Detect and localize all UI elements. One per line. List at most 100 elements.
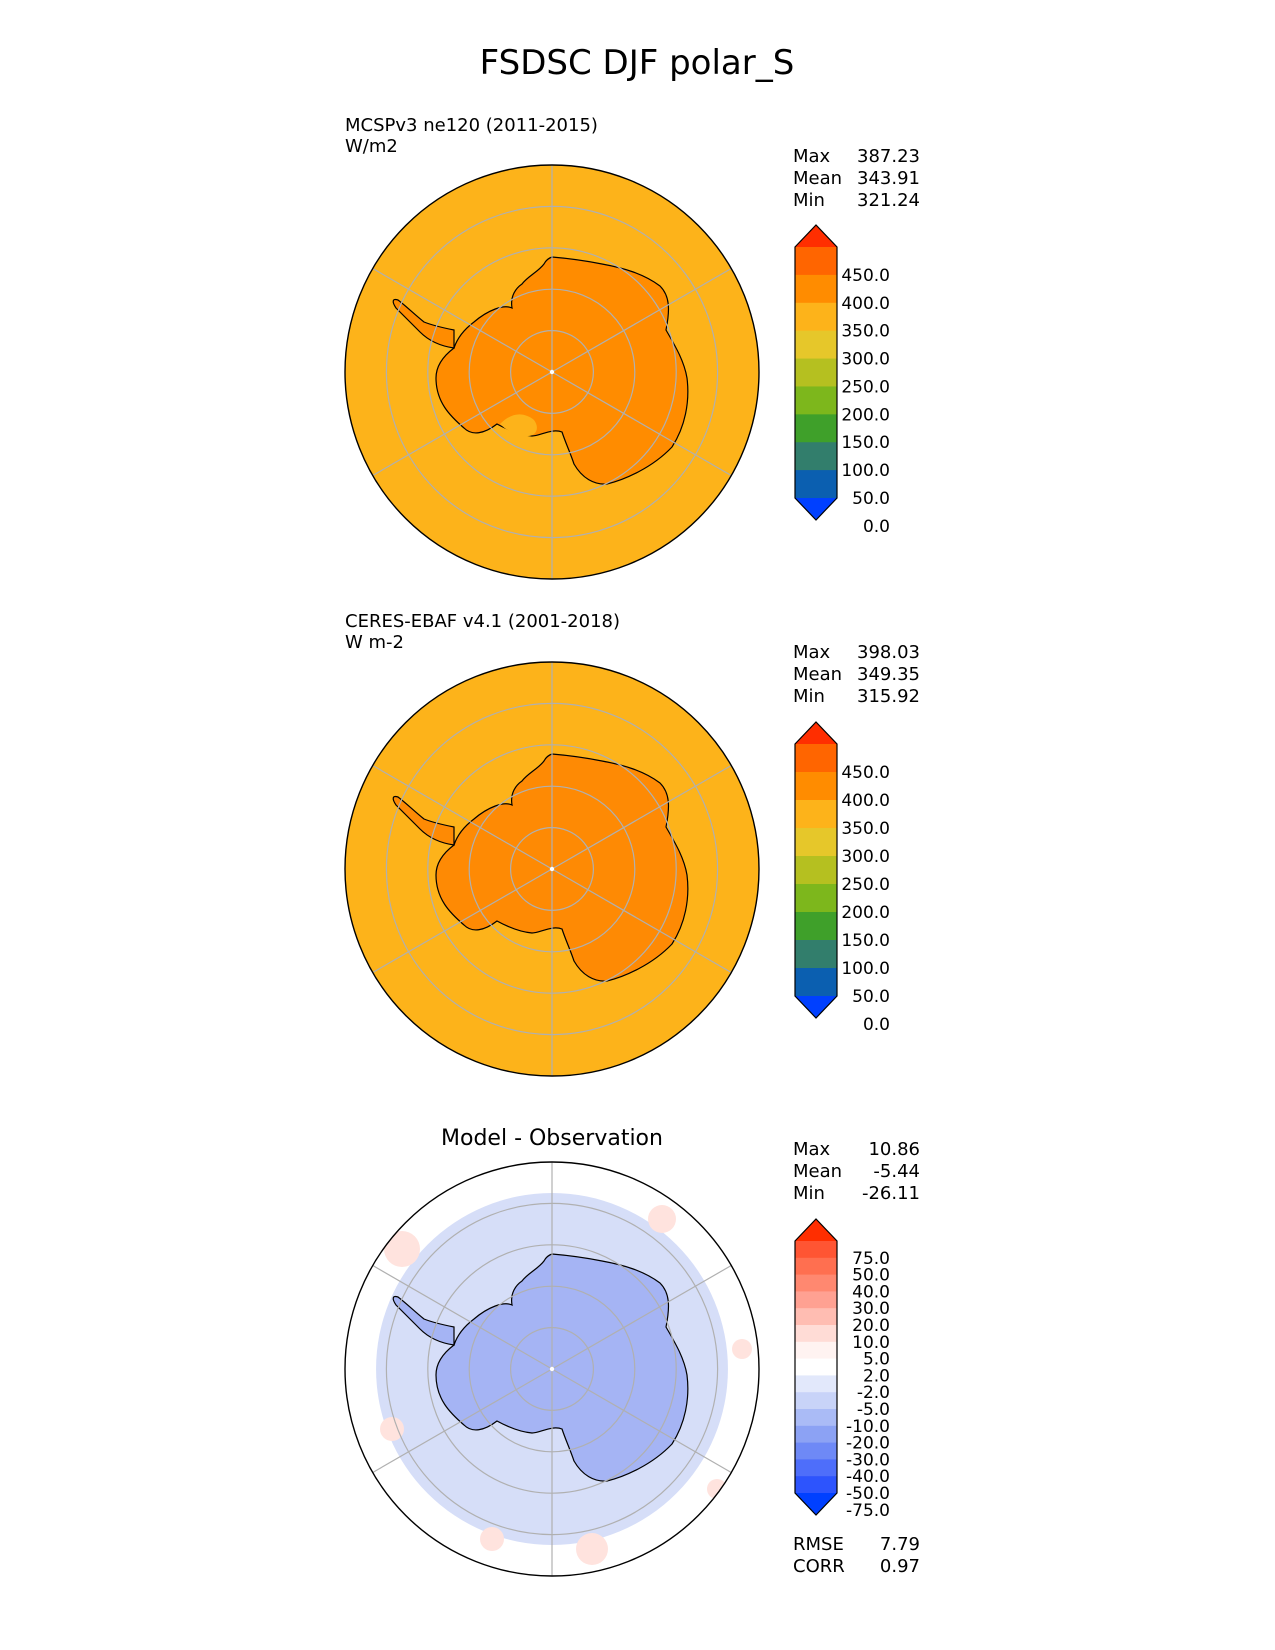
stat-max-label: Max [793, 1139, 831, 1160]
map-field [345, 1162, 759, 1576]
colorbar-segment [795, 358, 837, 387]
positive-anomaly-patch [384, 1231, 420, 1267]
colorbar-segment [795, 302, 837, 332]
stats-box: Max 387.23 Mean 343.91 Min 321.24 [793, 146, 920, 211]
colorbar-segment [795, 442, 837, 471]
stat-mean-label: Mean [793, 168, 842, 189]
meridian-line [551, 868, 732, 974]
colorbar-segment [795, 800, 837, 829]
polar-map [344, 661, 760, 1077]
stat-min-value: 321.24 [857, 190, 920, 211]
colorbar-tick-label: 400.0 [841, 294, 890, 314]
colorbar-segment [795, 1241, 837, 1259]
colorbar-extend-max [795, 225, 837, 247]
colorbar-tick-label: 350.0 [841, 819, 890, 839]
colorbar-segment [795, 247, 837, 276]
colorbar-extend-max [795, 1219, 837, 1241]
map-boundary [344, 164, 760, 580]
colorbar: 450.0 400.0 350.0 300.0 250.0 200.0 150.0 100.0… [794, 224, 890, 537]
stats-box: Max 398.03 Mean 349.35 Min 315.92 [793, 642, 920, 707]
colorbar-segment [795, 1442, 837, 1460]
colorbar-segment [795, 1308, 837, 1326]
colorbar-tick-label: 150.0 [841, 433, 890, 453]
colorbar-tick-label: 75.0 [852, 1249, 890, 1269]
colorbar-outline [794, 224, 838, 521]
stat-min-label: Min [793, 1183, 825, 1204]
colorbar-tick-label: 50.0 [852, 489, 890, 509]
stat-mean-label: Mean [793, 1161, 842, 1182]
stat-min-value: -26.11 [862, 1183, 920, 1204]
colorbar-tick-label: 350.0 [841, 322, 890, 342]
error-metrics: RMSE 7.79 CORR 0.97 [793, 1534, 920, 1577]
stat-max-label: Max [793, 146, 831, 167]
meridian-line [372, 267, 553, 373]
colorbar-tick-label: 40.0 [852, 1282, 890, 1302]
panel-units: W/m2 [345, 136, 398, 157]
meridian-line [551, 1368, 732, 1474]
colorbar-segment [795, 1325, 837, 1343]
colorbar-tick-label: -10.0 [846, 1417, 890, 1437]
positive-anomaly-patch [576, 1533, 608, 1565]
colorbar: 75.050.040.030.020.010.05.02.0-2.0-5.0-1… [794, 1218, 890, 1521]
meridian-line [372, 371, 553, 477]
stat-mean-value: 349.35 [857, 664, 920, 685]
corr-value: 0.97 [880, 1556, 920, 1577]
colorbar-extend-max [795, 722, 837, 744]
positive-anomaly-patch [732, 1339, 752, 1359]
rmse-label: RMSE [793, 1534, 844, 1555]
pole-marker [549, 369, 555, 375]
map-boundary [344, 1161, 760, 1577]
map-boundary [344, 661, 760, 1077]
colorbar-segment [795, 414, 837, 443]
colorbar: 450.0 400.0 350.0 300.0 250.0 200.0 150.0 100.0… [794, 721, 890, 1035]
stat-min-label: Min [793, 190, 825, 211]
pole-marker [549, 1366, 555, 1372]
colorbar-segment [795, 968, 837, 997]
stat-mean-value: 343.91 [857, 168, 920, 189]
colorbar-tick-label: -2.0 [857, 1383, 890, 1403]
colorbar-segment [795, 1375, 837, 1393]
colorbar-tick-label: 30.0 [852, 1299, 890, 1319]
colorbar-tick-label: 50.0 [852, 1266, 890, 1286]
positive-anomaly-patch [707, 1479, 727, 1499]
colorbar-tick-label: 10.0 [852, 1333, 890, 1353]
positive-anomaly-patch [380, 1417, 404, 1441]
meridian-line [372, 1264, 553, 1370]
colorbar-segment [795, 274, 837, 304]
meridian-line [372, 764, 553, 870]
rmse-value: 7.79 [880, 1534, 920, 1555]
panel-subtitle: CERES-EBAF v4.1 (2001-2018) [345, 611, 620, 632]
colorbar-segment [795, 912, 837, 941]
colorbar-extend-min [795, 498, 837, 520]
map-field [345, 662, 759, 1076]
colorbar-segment [795, 386, 837, 415]
meridian-line [551, 1264, 732, 1370]
colorbar-segment [795, 1291, 837, 1309]
colorbar-tick-label: 200.0 [841, 903, 890, 923]
colorbar-tick-label: 200.0 [841, 405, 890, 425]
colorbar-tick-label: 0.0 [863, 517, 890, 537]
colorbar-tick-label: 400.0 [841, 791, 890, 811]
colorbar-tick-label: 150.0 [841, 931, 890, 951]
colorbar-tick-label: 2.0 [863, 1366, 890, 1386]
graticule [372, 165, 732, 579]
stat-max-value: 10.86 [868, 1139, 920, 1160]
colorbar-segment [795, 1476, 837, 1494]
polar-map [344, 1161, 760, 1577]
corr-label: CORR [793, 1556, 845, 1577]
colorbar-segment [795, 1409, 837, 1427]
colorbar-tick-label: -5.0 [857, 1400, 890, 1420]
colorbar-tick-label: 250.0 [841, 875, 890, 895]
colorbar-extend-min [795, 996, 837, 1018]
meridian-line [372, 868, 553, 974]
colorbar-segment [795, 1274, 837, 1292]
colorbar-tick-label: 20.0 [852, 1316, 890, 1336]
colorbar-tick-label: -20.0 [846, 1434, 890, 1454]
colorbar-segment [795, 828, 837, 857]
colorbar-tick-label: 50.0 [852, 987, 890, 1007]
stat-max-value: 387.23 [857, 146, 920, 167]
colorbar-tick-label: 100.0 [841, 959, 890, 979]
panel-model: MCSPv3 ne120 (2011-2015) W/m2 Max 387.23… [344, 115, 920, 580]
polar-map [344, 164, 760, 580]
meridian-line [551, 764, 732, 870]
